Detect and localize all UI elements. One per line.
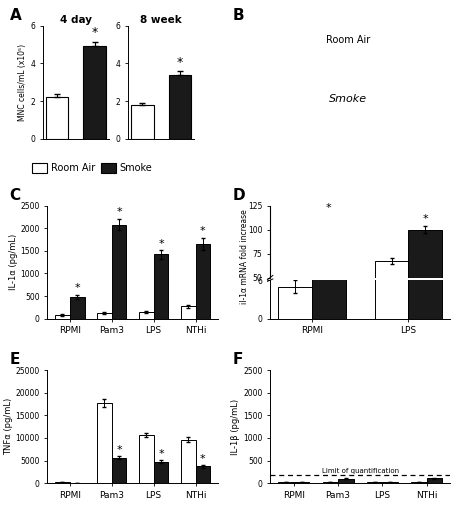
- Text: il-1α mRNA fold increase: il-1α mRNA fold increase: [240, 210, 248, 304]
- Bar: [374, 261, 409, 325]
- Bar: [83, 46, 106, 139]
- Bar: [294, 482, 310, 483]
- Text: B: B: [232, 8, 244, 23]
- Bar: [154, 462, 168, 483]
- Y-axis label: MNC cells/mL (x10⁵): MNC cells/mL (x10⁵): [18, 44, 27, 121]
- Text: A: A: [9, 8, 21, 23]
- Bar: [139, 312, 154, 319]
- Text: C: C: [9, 188, 20, 203]
- Y-axis label: TNFα (pg/mL): TNFα (pg/mL): [4, 398, 13, 455]
- Text: *: *: [116, 207, 122, 217]
- Title: 8 week: 8 week: [140, 15, 182, 25]
- Bar: [312, 312, 346, 325]
- Bar: [409, 0, 442, 319]
- Legend: Room Air, Smoke: Room Air, Smoke: [28, 159, 156, 177]
- Text: *: *: [200, 454, 206, 464]
- Text: *: *: [116, 445, 122, 455]
- Text: Smoke: Smoke: [329, 95, 367, 104]
- Bar: [46, 97, 68, 139]
- Bar: [196, 244, 210, 319]
- Text: Room Air: Room Air: [326, 35, 371, 45]
- Text: *: *: [326, 203, 332, 213]
- Bar: [278, 482, 294, 483]
- Bar: [374, 0, 409, 319]
- Text: *: *: [200, 226, 206, 236]
- Bar: [338, 479, 354, 483]
- Bar: [278, 287, 312, 319]
- Bar: [112, 458, 127, 483]
- Bar: [409, 230, 442, 325]
- Bar: [323, 482, 338, 483]
- Text: *: *: [158, 449, 164, 459]
- Text: F: F: [232, 352, 243, 367]
- Bar: [131, 105, 154, 139]
- Bar: [367, 482, 383, 483]
- Bar: [55, 482, 70, 483]
- Bar: [97, 402, 112, 483]
- Y-axis label: IL-1β (pg/mL): IL-1β (pg/mL): [231, 398, 240, 455]
- Bar: [181, 440, 196, 483]
- Y-axis label: IL-1α (pg/mL): IL-1α (pg/mL): [9, 234, 18, 290]
- Text: *: *: [422, 214, 428, 224]
- Bar: [112, 225, 127, 319]
- Text: *: *: [91, 26, 98, 40]
- Bar: [139, 435, 154, 483]
- Bar: [427, 478, 442, 483]
- Text: *: *: [74, 283, 80, 293]
- Text: Limit of quantification: Limit of quantification: [322, 468, 399, 474]
- Bar: [169, 75, 191, 139]
- Bar: [411, 482, 427, 483]
- Bar: [278, 321, 312, 325]
- Bar: [55, 315, 70, 319]
- Text: *: *: [177, 56, 183, 69]
- Bar: [97, 313, 112, 319]
- Bar: [181, 306, 196, 319]
- Bar: [196, 466, 210, 483]
- Title: 4 day: 4 day: [60, 15, 92, 25]
- Bar: [154, 254, 168, 319]
- Bar: [70, 297, 84, 319]
- Text: *: *: [158, 238, 164, 249]
- Bar: [312, 229, 346, 319]
- Bar: [383, 482, 398, 483]
- Text: D: D: [232, 188, 245, 203]
- Text: E: E: [9, 352, 20, 367]
